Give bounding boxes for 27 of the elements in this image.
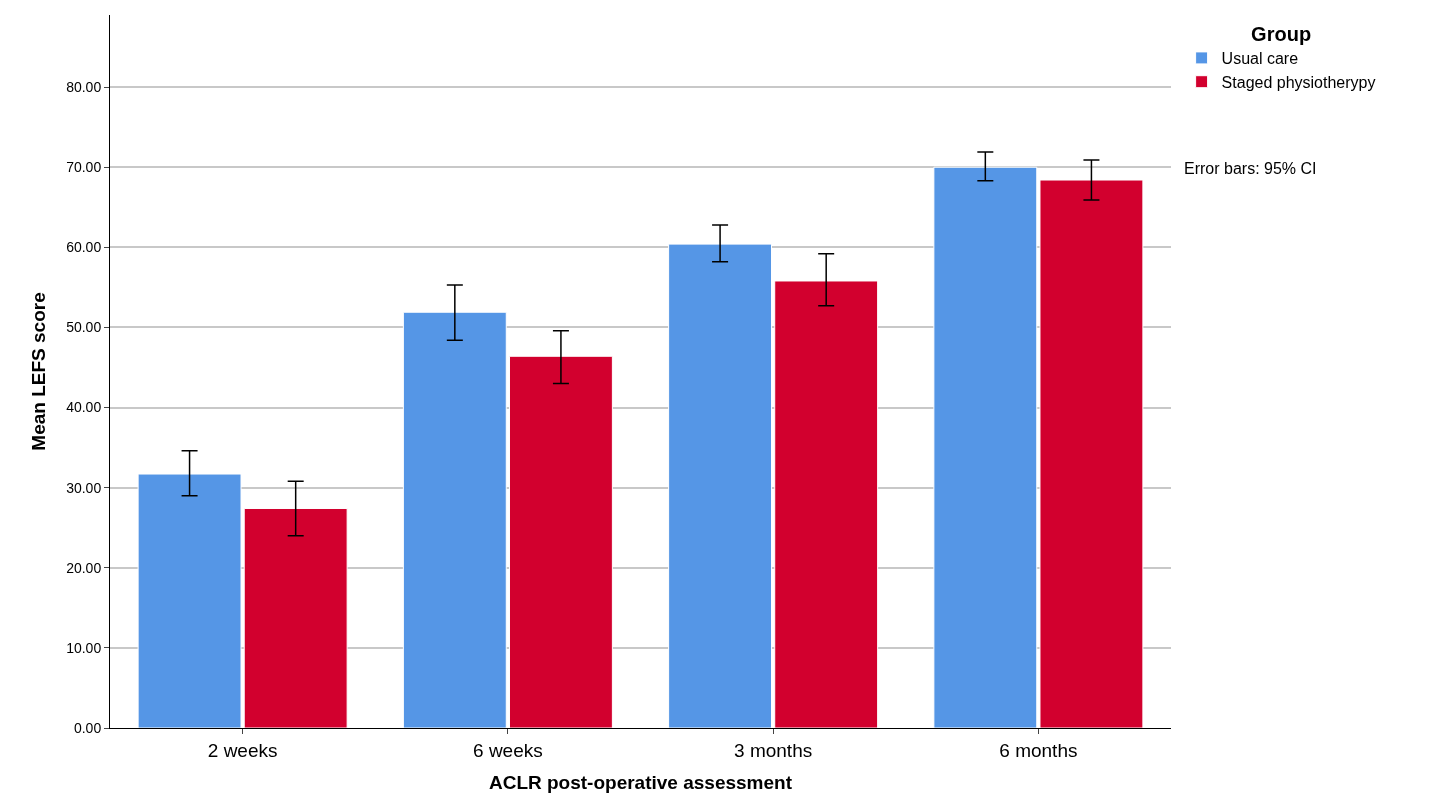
y-tick-label: 40.00 xyxy=(66,399,102,416)
bar xyxy=(402,311,507,728)
y-axis-title: Mean LEFS score xyxy=(28,292,49,451)
legend-label: Staged physiotherypy xyxy=(1221,73,1376,91)
bar xyxy=(243,507,348,728)
y-tick-label: 0.00 xyxy=(73,719,102,736)
y-tick-label: 80.00 xyxy=(66,79,102,95)
bar xyxy=(774,280,879,728)
y-tick-label: 20.00 xyxy=(66,559,102,576)
bar xyxy=(668,243,773,728)
y-tick-label: 30.00 xyxy=(66,479,102,496)
y-tick-label: 60.00 xyxy=(66,239,102,256)
bar xyxy=(933,166,1038,728)
x-tick-label: 3 months xyxy=(734,739,813,761)
bar xyxy=(508,355,613,728)
bar xyxy=(137,473,242,728)
legend-title: Group xyxy=(1251,23,1312,45)
x-axis-title: ACLR post-operative assessment xyxy=(488,771,793,793)
y-tick-label: 70.00 xyxy=(66,159,102,176)
x-tick-label: 6 months xyxy=(999,739,1078,761)
x-tick-label: 2 weeks xyxy=(207,739,278,761)
legend-label: Usual care xyxy=(1221,50,1299,68)
bar xyxy=(1039,179,1144,728)
y-tick-label: 10.00 xyxy=(66,639,102,656)
text: Error bars: 95% CI xyxy=(1184,160,1317,177)
y-tick-label: 50.00 xyxy=(66,319,102,336)
x-tick-label: 6 weeks xyxy=(473,739,543,761)
